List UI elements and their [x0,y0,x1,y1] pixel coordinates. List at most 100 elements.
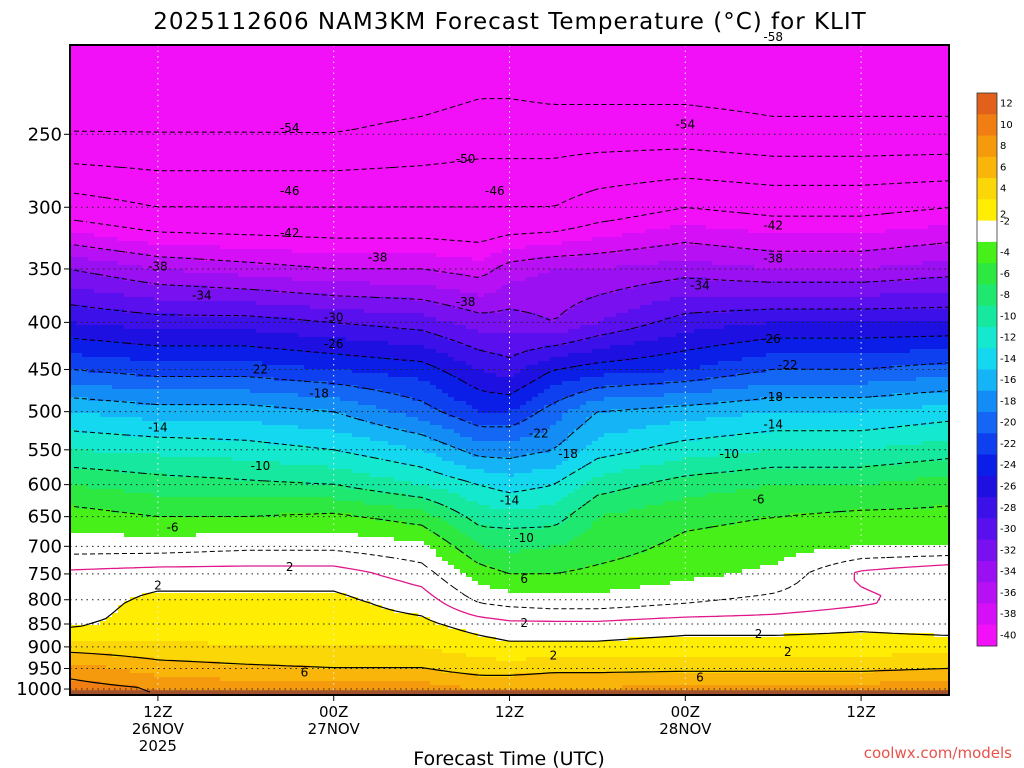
heatmap-cell [118,73,125,78]
heatmap-cell [118,369,125,374]
heatmap-cell [184,549,191,554]
heatmap-cell [178,181,185,186]
heatmap-cell [124,681,131,686]
heatmap-cell [214,537,221,542]
heatmap-cell [82,301,89,306]
heatmap-cell [202,521,209,526]
heatmap-cell [202,637,209,642]
heatmap-cell [238,485,245,490]
heatmap-cell [184,609,191,614]
heatmap-cell [88,185,95,190]
heatmap-cell [184,241,191,246]
heatmap-cell [106,225,113,230]
heatmap-cell [226,393,233,398]
heatmap-cell [142,293,149,298]
heatmap-cell [232,177,239,182]
heatmap-cell [160,605,167,610]
heatmap-cell [118,485,125,490]
heatmap-cell [232,433,239,438]
heatmap-cell [160,157,167,162]
heatmap-cell [184,421,191,426]
heatmap-cell [94,501,101,506]
heatmap-cell [232,425,239,430]
heatmap-cell [88,237,95,242]
heatmap-cell [118,613,125,618]
heatmap-cell [196,49,203,54]
heatmap-cell [136,517,143,522]
heatmap-cell [148,213,155,218]
heatmap-cell [232,113,239,118]
heatmap-cell [214,149,221,154]
heatmap-cell [100,605,107,610]
heatmap-cell [178,653,185,658]
heatmap-cell [160,113,167,118]
heatmap-cell [196,517,203,522]
heatmap-cell [232,521,239,526]
heatmap-cell [148,221,155,226]
heatmap-cell [166,353,173,358]
heatmap-cell [172,493,179,498]
heatmap-cell [244,125,251,130]
heatmap-cell [88,541,95,546]
heatmap-cell [100,501,107,506]
heatmap-cell [244,309,251,314]
heatmap-cell [160,641,167,646]
heatmap-cell [130,305,137,310]
heatmap-cell [88,69,95,74]
heatmap-cell [250,449,257,454]
heatmap-cell [154,477,161,482]
heatmap-cell [160,593,167,598]
heatmap-cell [118,241,125,246]
heatmap-cell [130,189,137,194]
heatmap-cell [214,249,221,254]
heatmap-cell [88,481,95,486]
heatmap-cell [238,269,245,274]
heatmap-cell [202,445,209,450]
heatmap-cell [148,477,155,482]
heatmap-cell [196,393,203,398]
heatmap-cell [88,113,95,118]
heatmap-cell [178,153,185,158]
heatmap-cell [226,185,233,190]
heatmap-cell [124,201,131,206]
heatmap-cell [232,209,239,214]
heatmap-cell [244,577,251,582]
heatmap-cell [82,641,89,646]
heatmap-cell [88,581,95,586]
heatmap-cell [142,501,149,506]
heatmap-cell [142,625,149,630]
heatmap-cell [214,305,221,310]
heatmap-cell [76,621,83,626]
heatmap-cell [94,373,101,378]
heatmap-cell [202,629,209,634]
heatmap-cell [166,249,173,254]
heatmap-cell [226,453,233,458]
heatmap-cell [196,61,203,66]
heatmap-cell [154,173,161,178]
heatmap-cell [196,549,203,554]
heatmap-cell [88,409,95,414]
heatmap-cell [88,301,95,306]
heatmap-cell [244,365,251,370]
heatmap-cell [190,581,197,586]
heatmap-cell [196,193,203,198]
heatmap-cell [178,537,185,542]
heatmap-cell [166,133,173,138]
heatmap-cell [220,137,227,142]
heatmap-cell [178,225,185,230]
heatmap-cell [82,185,89,190]
heatmap-cell [232,653,239,658]
heatmap-cell [190,621,197,626]
heatmap-cell [196,317,203,322]
heatmap-cell [238,337,245,342]
heatmap-cell [232,385,239,390]
heatmap-cell [94,657,101,662]
heatmap-cell [238,653,245,658]
heatmap-cell [166,245,173,250]
heatmap-cell [154,545,161,550]
heatmap-cell [190,641,197,646]
heatmap-cell [88,309,95,314]
heatmap-cell [76,333,83,338]
heatmap-cell [190,597,197,602]
heatmap-cell [124,117,131,122]
